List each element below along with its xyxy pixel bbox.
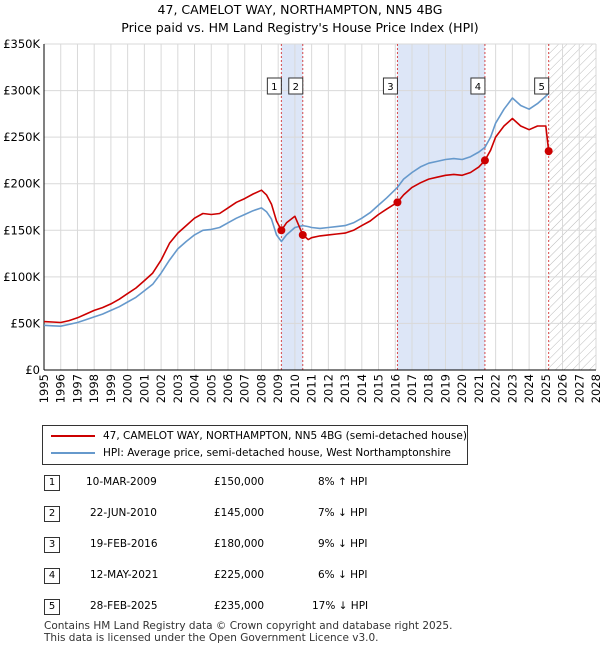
sale-point: [277, 226, 286, 235]
x-tick-label: 2011: [305, 374, 319, 403]
x-tick-label: 2027: [572, 374, 586, 403]
sale-number-box: [266, 77, 282, 95]
sale-number-box: [534, 77, 550, 95]
sale-number: 5: [44, 599, 60, 615]
y-tick-label: £250K: [3, 130, 40, 144]
sale-number-label: 3: [387, 82, 393, 93]
chart-legend: 47, CAMELOT WAY, NORTHAMPTON, NN5 4BG (s…: [42, 425, 468, 465]
x-tick-label: 2003: [171, 374, 185, 403]
price-chart: £0 £50K £100K £150K £200K £250K £300K £350K 1995…: [3, 37, 600, 403]
y-tick-label: £200K: [3, 177, 40, 191]
sale-point: [298, 230, 307, 239]
x-tick-label: 2008: [254, 374, 268, 403]
x-tick-label: 2010: [288, 374, 302, 403]
x-tick-label: 2004: [188, 374, 202, 403]
x-tick-label: 1996: [54, 374, 68, 403]
sale-number: 1: [44, 475, 60, 491]
y-tick-label: £150K: [3, 223, 40, 237]
x-tick-label: 1998: [87, 374, 101, 403]
sale-price: £225,000: [214, 569, 265, 581]
x-tick-label: 2013: [338, 374, 352, 403]
x-tick-label: 2016: [388, 374, 402, 403]
sale-number: 4: [44, 568, 60, 584]
sale-number-label: 5: [538, 82, 544, 93]
x-tick-label: 2017: [405, 374, 419, 403]
x-tick-label: 2018: [422, 374, 436, 403]
y-tick-label: £100K: [3, 270, 40, 284]
sale-number-label: 1: [271, 82, 277, 93]
sale-number-box: [288, 77, 304, 95]
sale-price: £180,000: [214, 538, 265, 550]
x-tick-label: 2021: [472, 374, 486, 403]
x-tick-label: 2006: [221, 374, 235, 403]
y-tick-label: £50K: [11, 316, 41, 330]
x-tick-label: 2012: [321, 374, 335, 403]
x-tick-label: 2014: [355, 374, 369, 403]
property-line-swatch: [51, 435, 95, 437]
sale-point: [393, 198, 402, 207]
sale-row: 1 10-MAR-2009 £150,000 8% ↑ HPI: [42, 472, 442, 494]
sale-hpi-diff: 8% ↑ HPI: [318, 476, 368, 488]
sale-number-label: 4: [475, 82, 481, 93]
property-price-line: [43, 117, 550, 324]
sale-period-shade: [281, 44, 303, 370]
sale-date: 28-FEB-2025: [90, 600, 158, 612]
x-tick-label: 2015: [372, 374, 386, 403]
sale-number: 2: [44, 506, 60, 522]
x-tick-label: 2022: [489, 374, 503, 403]
sale-point: [480, 156, 489, 165]
x-tick-label: 2007: [238, 374, 252, 403]
sale-date: 12-MAY-2021: [90, 569, 159, 581]
hpi-line-swatch: [51, 452, 95, 454]
x-tick-label: 2023: [505, 374, 519, 403]
x-tick-label: 2028: [589, 374, 600, 403]
x-tick-label: 1995: [37, 374, 51, 403]
sale-price: £235,000: [214, 600, 265, 612]
x-tick-label: 1997: [70, 374, 84, 403]
y-tick-label: £0: [25, 363, 40, 377]
sale-date: 19-FEB-2016: [90, 538, 158, 550]
x-tick-label: 2009: [271, 374, 285, 403]
sale-number: 3: [44, 537, 60, 553]
sale-point: [544, 147, 553, 156]
forecast-hatch: [548, 44, 596, 370]
y-tick-label: £350K: [3, 37, 40, 51]
sale-row: 5 28-FEB-2025 £235,000 17% ↓ HPI: [42, 596, 442, 618]
footer-copyright: Contains HM Land Registry data © Crown c…: [44, 620, 453, 632]
sale-date: 22-JUN-2010: [90, 507, 157, 519]
x-tick-label: 2005: [204, 374, 218, 403]
legend-hpi-label: HPI: Average price, semi-detached house,…: [103, 447, 451, 459]
x-tick-label: 2020: [455, 374, 469, 403]
chart-subtitle: Price paid vs. HM Land Registry's House …: [121, 20, 479, 35]
sale-row: 2 22-JUN-2010 £145,000 7% ↓ HPI: [42, 503, 442, 525]
sale-hpi-diff: 17% ↓ HPI: [312, 600, 369, 612]
sale-number-label: 2: [293, 82, 299, 93]
footer: Contains HM Land Registry data © Crown c…: [44, 620, 453, 644]
sale-number-box: [382, 77, 398, 95]
sale-row: 4 12-MAY-2021 £225,000 6% ↓ HPI: [42, 565, 442, 587]
sale-hpi-diff: 7% ↓ HPI: [318, 507, 368, 519]
x-tick-label: 2025: [539, 374, 553, 403]
y-tick-label: £300K: [3, 84, 40, 98]
sale-date: 10-MAR-2009: [86, 476, 157, 488]
x-tick-label: 2019: [438, 374, 452, 403]
chart-title: 47, CAMELOT WAY, NORTHAMPTON, NN5 4BG: [157, 2, 443, 17]
sale-price: £145,000: [214, 507, 265, 519]
x-tick-label: 2001: [137, 374, 151, 403]
x-tick-label: 2002: [154, 374, 168, 403]
sale-hpi-diff: 9% ↓ HPI: [318, 538, 368, 550]
x-tick-label: 2000: [121, 374, 135, 403]
sale-price: £150,000: [214, 476, 265, 488]
x-tick-label: 2026: [556, 374, 570, 403]
sale-hpi-diff: 6% ↓ HPI: [318, 569, 368, 581]
footer-licence: This data is licensed under the Open Gov…: [44, 631, 379, 644]
legend-property-label: 47, CAMELOT WAY, NORTHAMPTON, NN5 4BG (s…: [103, 430, 467, 442]
x-tick-label: 2024: [522, 374, 536, 403]
sale-number-box: [470, 77, 486, 95]
plot-background: [44, 44, 596, 370]
sale-row: 3 19-FEB-2016 £180,000 9% ↓ HPI: [42, 534, 442, 556]
x-tick-label: 1999: [104, 374, 118, 403]
